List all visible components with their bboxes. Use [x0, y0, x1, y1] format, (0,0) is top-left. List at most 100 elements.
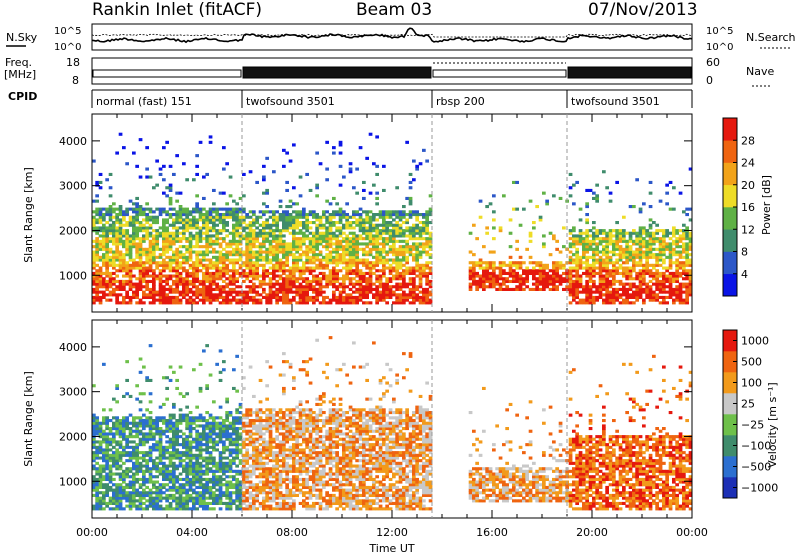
- heatmap-cell: [269, 259, 273, 262]
- heatmap-cell: [129, 435, 133, 438]
- heatmap-cell: [322, 256, 326, 259]
- heatmap-cell: [282, 216, 286, 219]
- heatmap-cell: [255, 234, 259, 237]
- heatmap-cell: [165, 489, 169, 492]
- heatmap-cell: [679, 240, 683, 243]
- heatmap-cell: [182, 277, 186, 280]
- heatmap-cell: [179, 277, 183, 280]
- heatmap-cell: [352, 245, 356, 248]
- heatmap-cell: [479, 200, 483, 203]
- heatmap-cell: [155, 184, 159, 187]
- heatmap-cell: [145, 459, 149, 462]
- heatmap-cell: [202, 293, 206, 296]
- heatmap-cell: [402, 280, 406, 283]
- heatmap-cell: [152, 419, 156, 422]
- heatmap-cell: [135, 218, 139, 221]
- heatmap-cell: [149, 259, 153, 262]
- heatmap-cell: [212, 288, 216, 291]
- heatmap-cell: [215, 259, 219, 262]
- heatmap-cell: [152, 301, 156, 304]
- heatmap-cell: [602, 240, 606, 243]
- heatmap-cell: [112, 465, 116, 468]
- heatmap-cell: [305, 293, 309, 296]
- heatmap-cell: [255, 232, 259, 235]
- heatmap-cell: [275, 259, 279, 262]
- heatmap-cell: [425, 261, 429, 264]
- heatmap-cell: [329, 269, 333, 272]
- heatmap-cell: [185, 291, 189, 294]
- heatmap-cell: [385, 288, 389, 291]
- heatmap-cell: [352, 251, 356, 254]
- heatmap-cell: [409, 226, 413, 229]
- heatmap-cell: [102, 419, 106, 422]
- heatmap-cell: [132, 483, 136, 486]
- heatmap-cell: [172, 208, 176, 211]
- heatmap-cell: [485, 269, 489, 272]
- heatmap-cell: [259, 242, 263, 245]
- heatmap-cell: [229, 293, 233, 296]
- heatmap-cell: [312, 275, 316, 278]
- heatmap-cell: [649, 280, 653, 283]
- heatmap-cell: [329, 216, 333, 219]
- heatmap-cell: [235, 291, 239, 294]
- heatmap-cell: [115, 457, 119, 460]
- heatmap-cell: [145, 499, 149, 502]
- heatmap-cell: [125, 248, 129, 251]
- heatmap-cell: [525, 285, 529, 288]
- heatmap-cell: [649, 218, 653, 221]
- nsearch-trace: [92, 34, 692, 37]
- heatmap-cell: [282, 288, 286, 291]
- heatmap-cell: [662, 277, 666, 280]
- heatmap-cell: [419, 213, 423, 216]
- heatmap-cell: [285, 242, 289, 245]
- heatmap-cell: [339, 259, 343, 262]
- heatmap-cell: [359, 237, 363, 240]
- heatmap-cell: [169, 285, 173, 288]
- heatmap-cell: [125, 269, 129, 272]
- heatmap-cell: [115, 275, 119, 278]
- heatmap-cell: [652, 293, 656, 296]
- heatmap-cell: [669, 293, 673, 296]
- heatmap-cell: [599, 256, 603, 259]
- heatmap-cell: [235, 234, 239, 237]
- heatmap-cell: [662, 234, 666, 237]
- heatmap-cell: [169, 291, 173, 294]
- heatmap-cell: [355, 210, 359, 213]
- heatmap-cell: [259, 280, 263, 283]
- heatmap-cell: [302, 234, 306, 237]
- heatmap-cell: [412, 267, 416, 270]
- heatmap-cell: [192, 301, 196, 304]
- heatmap-cell: [365, 234, 369, 237]
- heatmap-cell: [285, 226, 289, 229]
- heatmap-cell: [632, 259, 636, 262]
- heatmap-cell: [639, 210, 643, 213]
- heatmap-cell: [115, 486, 119, 489]
- heatmap-cell: [119, 486, 123, 489]
- heatmap-cell: [642, 245, 646, 248]
- heatmap-cell: [375, 192, 379, 195]
- heatmap-cell: [349, 259, 353, 262]
- heatmap-cell: [582, 232, 586, 235]
- heatmap-cell: [142, 267, 146, 270]
- heatmap-cell: [305, 216, 309, 219]
- heatmap-cell: [182, 288, 186, 291]
- heatmap-cell: [115, 451, 119, 454]
- heatmap-cell: [309, 283, 313, 286]
- heatmap-cell: [179, 291, 183, 294]
- heatmap-cell: [389, 277, 393, 280]
- heatmap-cell: [112, 473, 116, 476]
- heatmap-cell: [135, 384, 139, 387]
- heatmap-cell: [245, 267, 249, 270]
- heatmap-cell: [355, 288, 359, 291]
- heatmap-cell: [165, 376, 169, 379]
- heatmap-cell: [349, 170, 353, 173]
- heatmap-cell: [365, 210, 369, 213]
- heatmap-cell: [229, 291, 233, 294]
- heatmap-cell: [219, 272, 223, 275]
- heatmap-cell: [365, 157, 369, 160]
- heatmap-cell: [159, 168, 163, 171]
- heatmap-cell: [372, 261, 376, 264]
- heatmap-cell: [149, 301, 153, 304]
- heatmap-cell: [342, 248, 346, 251]
